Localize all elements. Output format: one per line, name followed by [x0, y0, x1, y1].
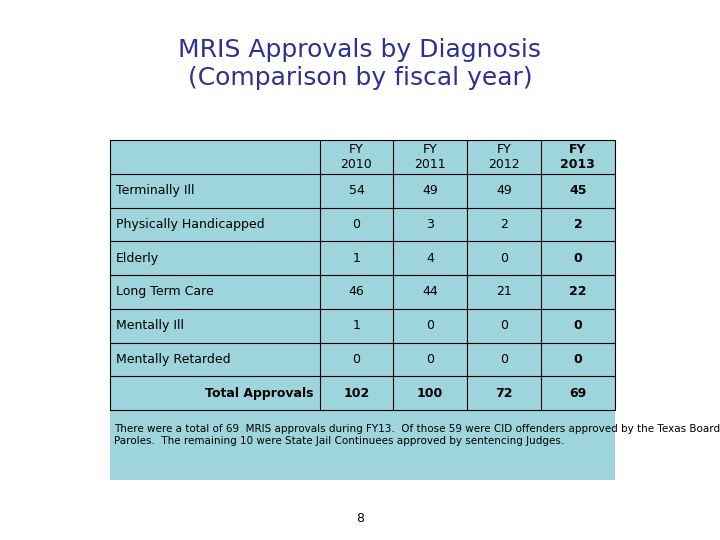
Text: 102: 102 [343, 387, 369, 400]
Text: 0: 0 [574, 252, 582, 265]
Text: 54: 54 [348, 184, 364, 197]
Text: MRIS Approvals by Diagnosis: MRIS Approvals by Diagnosis [179, 38, 541, 62]
Text: FY
2012: FY 2012 [488, 143, 520, 171]
Text: 0: 0 [500, 353, 508, 366]
Text: Elderly: Elderly [116, 252, 159, 265]
Text: 1: 1 [353, 319, 361, 332]
Text: 49: 49 [496, 184, 512, 197]
Text: There were a total of 69  MRIS approvals during FY13.  Of those 59 were CID offe: There were a total of 69 MRIS approvals … [114, 424, 720, 446]
Text: Terminally Ill: Terminally Ill [116, 184, 194, 197]
Text: 22: 22 [569, 285, 587, 299]
Text: (Comparison by fiscal year): (Comparison by fiscal year) [188, 66, 532, 90]
Text: 72: 72 [495, 387, 513, 400]
FancyBboxPatch shape [110, 140, 615, 480]
Text: Long Term Care: Long Term Care [116, 285, 214, 299]
Text: 49: 49 [423, 184, 438, 197]
Text: 45: 45 [569, 184, 587, 197]
Text: FY
2013: FY 2013 [560, 143, 595, 171]
Text: 0: 0 [353, 353, 361, 366]
Text: 3: 3 [426, 218, 434, 231]
Text: 69: 69 [570, 387, 587, 400]
Text: 0: 0 [353, 218, 361, 231]
Text: 2: 2 [500, 218, 508, 231]
Text: 0: 0 [426, 319, 434, 332]
Text: 46: 46 [348, 285, 364, 299]
Text: 0: 0 [574, 319, 582, 332]
Text: 8: 8 [356, 511, 364, 524]
Text: 44: 44 [423, 285, 438, 299]
Text: 0: 0 [426, 353, 434, 366]
Text: 0: 0 [500, 252, 508, 265]
Text: 4: 4 [426, 252, 434, 265]
Text: 0: 0 [500, 319, 508, 332]
Text: 21: 21 [496, 285, 512, 299]
Text: 1: 1 [353, 252, 361, 265]
Text: 2: 2 [574, 218, 582, 231]
Text: FY
2011: FY 2011 [414, 143, 446, 171]
Text: Mentally Retarded: Mentally Retarded [116, 353, 230, 366]
Text: Physically Handicapped: Physically Handicapped [116, 218, 265, 231]
Text: 100: 100 [417, 387, 444, 400]
Text: FY
2010: FY 2010 [341, 143, 372, 171]
Text: Total Approvals: Total Approvals [205, 387, 314, 400]
Text: 0: 0 [574, 353, 582, 366]
Text: Mentally Ill: Mentally Ill [116, 319, 184, 332]
